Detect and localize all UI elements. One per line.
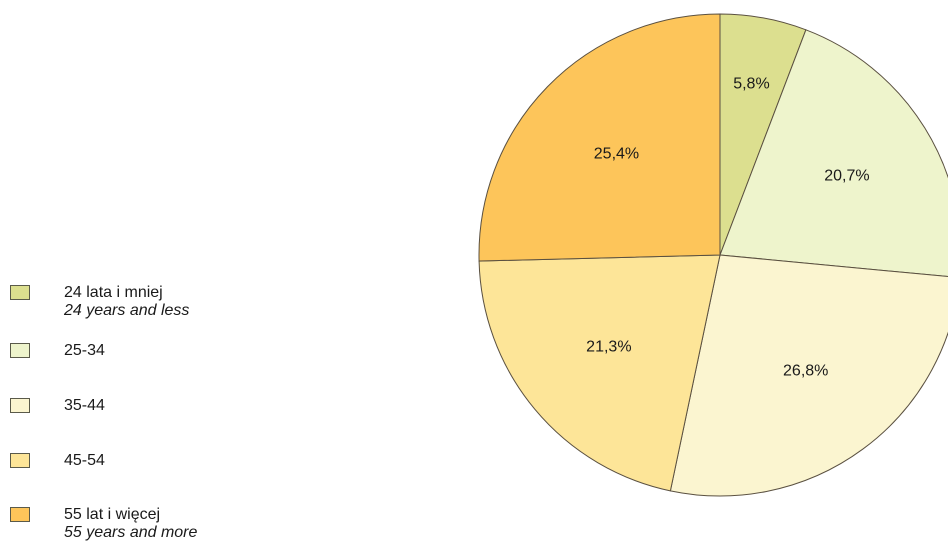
legend-label: 35-44 xyxy=(64,397,105,414)
legend-label: 25-34 xyxy=(64,342,105,359)
legend-label: 45-54 xyxy=(64,452,105,469)
pie-slice xyxy=(478,254,721,492)
pie-slice xyxy=(719,29,948,278)
pie-slice xyxy=(669,254,948,497)
slice-label: 20,7% xyxy=(824,167,869,184)
legend-sublabel: 55 years and more xyxy=(64,524,198,541)
legend-swatch xyxy=(10,507,30,522)
slice-label: 26,8% xyxy=(783,363,828,380)
pie-slice xyxy=(478,13,721,262)
slice-label: 5,8% xyxy=(733,76,769,93)
legend-swatch xyxy=(10,285,30,300)
legend-swatch xyxy=(10,398,30,413)
slice-label: 21,3% xyxy=(586,339,631,356)
legend-swatch xyxy=(10,453,30,468)
legend-swatch xyxy=(10,343,30,358)
pie-slice-labels: 5,8% 20,7% 26,8% 21,3% 25,4% xyxy=(586,76,869,380)
pie-slices xyxy=(478,13,948,497)
legend-label: 24 lata i mniej xyxy=(64,284,163,301)
slice-label: 25,4% xyxy=(594,145,639,162)
legend-sublabel: 24 years and less xyxy=(64,302,190,319)
legend-label: 55 lat i więcej xyxy=(64,506,161,523)
